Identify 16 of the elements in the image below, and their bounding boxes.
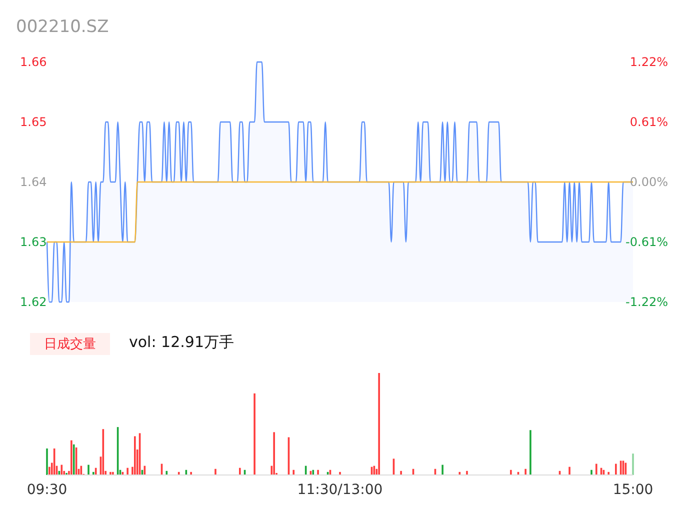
y2-tick-label: 0.61%: [630, 115, 668, 130]
y2-tick-label: -0.61%: [626, 235, 668, 250]
x-tick-label: 09:30: [26, 482, 68, 498]
y-tick-label: 1.62: [20, 295, 47, 310]
y-tick-label: 1.63: [20, 235, 47, 250]
y2-tick-label: -1.22%: [626, 295, 668, 310]
chart-title: 日成交量: [44, 336, 96, 352]
y2-tick-label: 0.00%: [630, 175, 668, 190]
y-tick-label: 1.65: [20, 115, 47, 130]
y-tick-label: 1.66: [20, 55, 47, 70]
chart-title: 002210.SZ: [16, 17, 109, 37]
y-tick-label: 1.64: [20, 175, 47, 190]
x-tick-label: 11:30/13:00: [297, 482, 383, 498]
x-tick-label: 15:00: [612, 482, 654, 498]
y2-tick-label: 1.22%: [630, 55, 668, 70]
chart-subtitle: vol: 12.91万手: [129, 333, 234, 351]
